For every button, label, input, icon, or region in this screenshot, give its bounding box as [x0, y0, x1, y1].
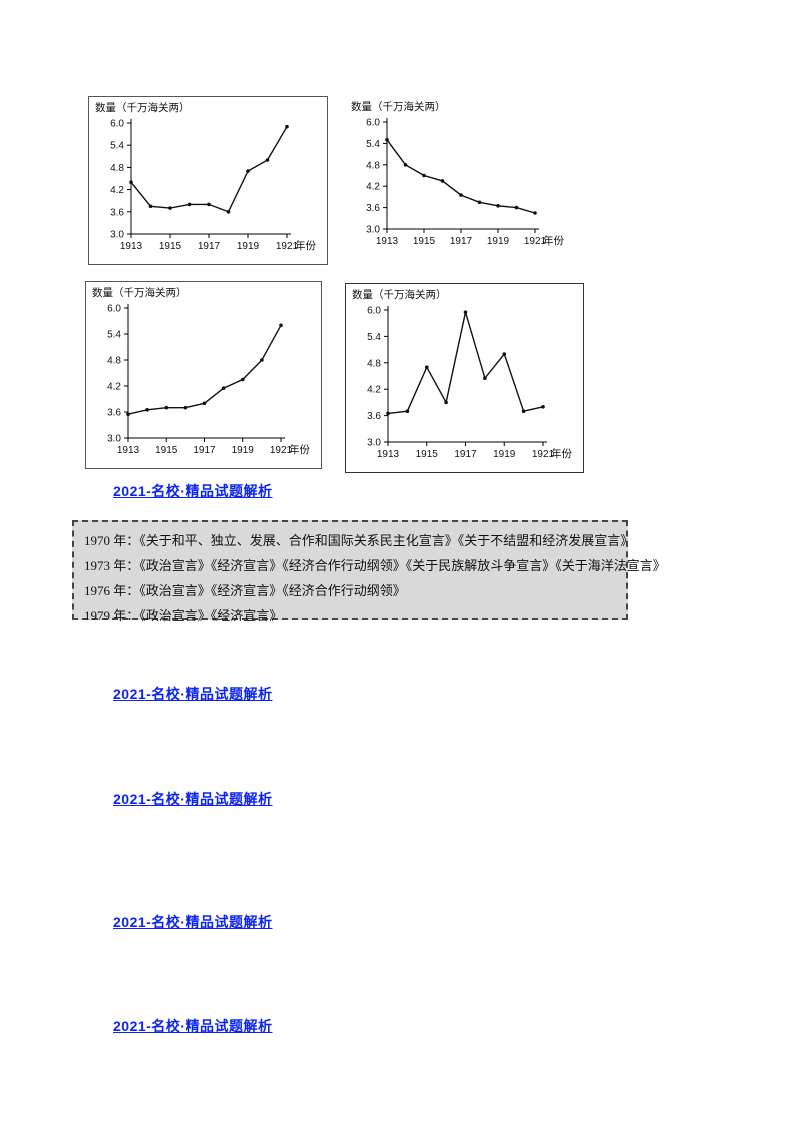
watermark-link[interactable]: 2021-名校·精品试题解析 — [113, 914, 273, 930]
svg-text:4.8: 4.8 — [110, 163, 124, 174]
svg-text:3.6: 3.6 — [366, 203, 380, 214]
declaration-line-1976: 1976 年：《政治宣言》《经济宣言》《经济合作行动纲领》 — [84, 583, 406, 598]
svg-text:年份: 年份 — [551, 447, 572, 460]
svg-text:1915: 1915 — [159, 241, 182, 252]
svg-text:6.0: 6.0 — [366, 118, 380, 129]
svg-text:1913: 1913 — [376, 236, 399, 247]
svg-text:3.0: 3.0 — [107, 434, 121, 445]
svg-text:6.0: 6.0 — [110, 119, 124, 130]
svg-text:数量（千万海关两）: 数量（千万海关两） — [351, 100, 446, 113]
svg-text:年份: 年份 — [289, 443, 310, 456]
svg-text:数量（千万海关两）: 数量（千万海关两） — [352, 288, 447, 301]
svg-text:1915: 1915 — [413, 236, 436, 247]
svg-text:3.0: 3.0 — [110, 230, 124, 241]
svg-text:1921: 1921 — [524, 236, 547, 247]
line-chart-bottom-right: 3.0 3.6 4.2 4.8 5.4 6.0 1913 1915 1917 1919 1921 数量… — [345, 283, 584, 473]
svg-text:1917: 1917 — [193, 445, 216, 456]
svg-text:4.2: 4.2 — [366, 182, 380, 193]
declaration-line-1979: 1979 年：《政治宣言》《经济宣言》 — [84, 608, 283, 623]
svg-text:数量（千万海关两）: 数量（千万海关两） — [95, 101, 190, 114]
svg-text:1919: 1919 — [493, 449, 516, 460]
svg-text:1919: 1919 — [487, 236, 510, 247]
watermark-link[interactable]: 2021-名校·精品试题解析 — [113, 1018, 273, 1034]
svg-text:1919: 1919 — [237, 241, 260, 252]
svg-text:4.8: 4.8 — [107, 356, 121, 367]
svg-text:4.2: 4.2 — [107, 382, 121, 393]
declarations-box: 1970 年：《关于和平、独立、发展、合作和国际关系民主化宣言》《关于不结盟和经… — [72, 520, 666, 623]
svg-text:年份: 年份 — [295, 239, 316, 252]
svg-text:1915: 1915 — [416, 449, 439, 460]
watermark-link[interactable]: 2021-名校·精品试题解析 — [113, 483, 273, 499]
svg-text:数量（千万海关两）: 数量（千万海关两） — [92, 286, 187, 299]
svg-text:4.8: 4.8 — [366, 160, 380, 171]
watermark-link[interactable]: 2021-名校·精品试题解析 — [113, 686, 273, 702]
svg-text:1919: 1919 — [232, 445, 255, 456]
line-chart-bottom-left: 3.0 3.6 4.2 4.8 5.4 6.0 1913 1915 1917 1919 1921 数量… — [85, 281, 322, 469]
line-chart-top-left: 3.0 3.6 4.2 4.8 5.4 6.0 1913 1915 1917 1919 1921 数量… — [88, 96, 328, 265]
svg-text:年份: 年份 — [543, 234, 564, 247]
svg-text:5.4: 5.4 — [107, 330, 121, 341]
svg-text:1915: 1915 — [155, 445, 178, 456]
svg-text:4.8: 4.8 — [367, 358, 381, 369]
svg-text:3.0: 3.0 — [366, 225, 380, 236]
svg-text:5.4: 5.4 — [366, 139, 380, 150]
svg-text:5.4: 5.4 — [367, 332, 381, 343]
declaration-line-1970: 1970 年：《关于和平、独立、发展、合作和国际关系民主化宣言》《关于不结盟和经… — [84, 533, 634, 548]
svg-text:3.6: 3.6 — [367, 411, 381, 422]
svg-text:3.6: 3.6 — [110, 207, 124, 218]
svg-text:1921: 1921 — [532, 449, 555, 460]
svg-text:1917: 1917 — [198, 241, 221, 252]
line-chart-top-right: 3.0 3.6 4.2 4.8 5.4 6.0 1913 1915 1917 1919 1921 数量… — [345, 96, 575, 259]
svg-text:3.6: 3.6 — [107, 408, 121, 419]
svg-text:6.0: 6.0 — [107, 304, 121, 315]
svg-text:1917: 1917 — [454, 449, 477, 460]
declaration-line-1973: 1973 年：《政治宣言》《经济宣言》《经济合作行动纲领》《关于民族解放斗争宣言… — [84, 558, 666, 573]
svg-text:4.2: 4.2 — [110, 185, 124, 196]
svg-text:1913: 1913 — [377, 449, 400, 460]
svg-text:1913: 1913 — [117, 445, 140, 456]
svg-text:1913: 1913 — [120, 241, 143, 252]
svg-text:3.0: 3.0 — [367, 438, 381, 449]
svg-text:6.0: 6.0 — [367, 306, 381, 317]
svg-text:1917: 1917 — [450, 236, 473, 247]
watermark-link[interactable]: 2021-名校·精品试题解析 — [113, 791, 273, 807]
svg-text:1921: 1921 — [270, 445, 293, 456]
svg-text:5.4: 5.4 — [110, 141, 124, 152]
svg-text:1921: 1921 — [276, 241, 299, 252]
svg-text:4.2: 4.2 — [367, 385, 381, 396]
